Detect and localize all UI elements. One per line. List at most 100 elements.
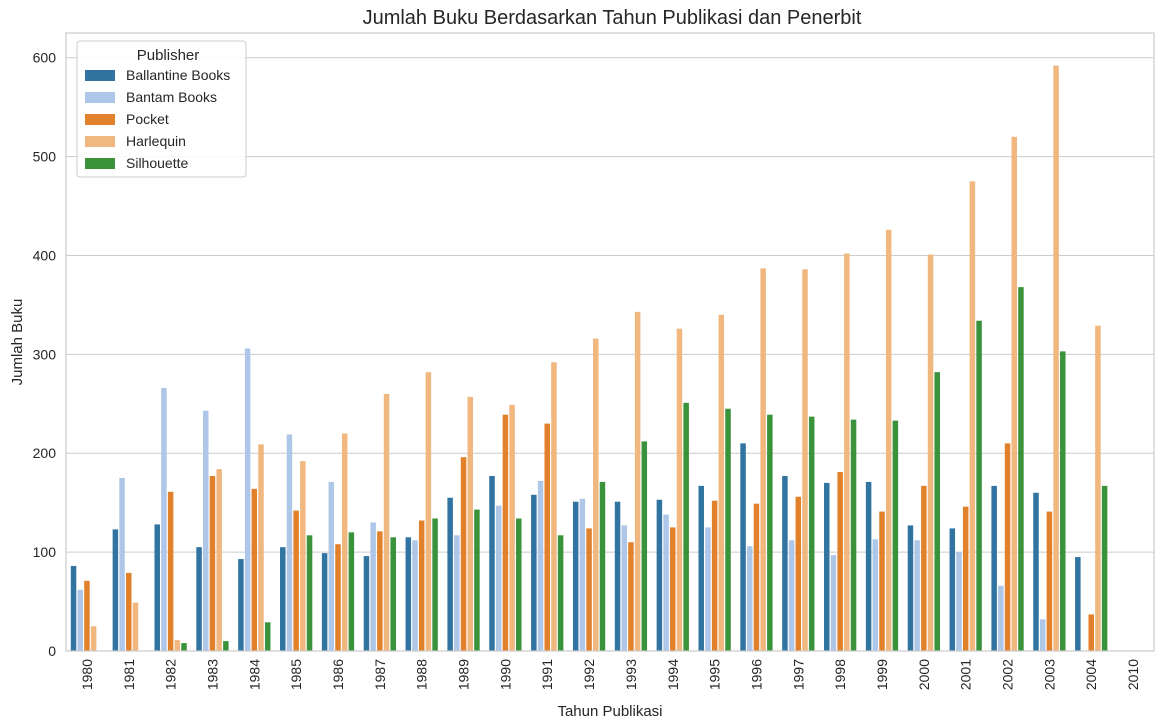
- bar: [1101, 485, 1108, 651]
- legend-label: Bantam Books: [126, 89, 217, 105]
- y-tick-labels: 0 100 200 300 400 500 600: [33, 50, 57, 659]
- bar: [454, 535, 460, 651]
- x-tick-label: 1980: [79, 659, 95, 690]
- bar: [286, 434, 293, 651]
- bar: [203, 410, 209, 651]
- legend-title: Publisher: [137, 47, 200, 64]
- bar: [808, 416, 815, 651]
- bar: [502, 414, 509, 651]
- x-tick-label: 1981: [121, 659, 137, 690]
- bar: [390, 537, 396, 651]
- x-tick-label: 1988: [414, 659, 430, 690]
- bar: [885, 229, 892, 652]
- bar: [167, 491, 174, 651]
- bar: [850, 419, 857, 651]
- bar: [223, 641, 229, 651]
- x-tick-label: 1987: [372, 659, 388, 690]
- bar: [154, 524, 160, 651]
- bar: [335, 544, 341, 651]
- bar: [418, 520, 425, 651]
- bar: [489, 475, 495, 651]
- bar: [1088, 614, 1094, 651]
- bar: [1039, 619, 1046, 651]
- legend-item: Silhouette: [85, 155, 188, 171]
- bar: [363, 556, 370, 651]
- y-tick-label: 100: [33, 544, 57, 560]
- bar: [705, 527, 711, 651]
- bar: [70, 565, 77, 651]
- legend-frame: [76, 40, 247, 178]
- bar: [711, 500, 718, 651]
- x-tick-labels: 1980 1981 1982 1983 1984 1985 1986 1987 1988 1989…: [79, 659, 1141, 690]
- bar: [447, 497, 453, 651]
- bar: [824, 482, 830, 651]
- series-group: [84, 414, 1094, 651]
- y-tick-label: 0: [48, 643, 56, 659]
- bar: [656, 499, 663, 651]
- legend-swatch: [85, 158, 115, 169]
- bar: [747, 546, 753, 651]
- bar: [258, 444, 264, 651]
- bar: [976, 320, 982, 651]
- bar: [760, 268, 766, 651]
- x-tick-label: 2001: [958, 659, 974, 690]
- bar: [782, 475, 788, 651]
- bar: [949, 528, 956, 651]
- x-tick-label: 1984: [246, 659, 262, 690]
- bar: [425, 372, 432, 651]
- bar: [509, 404, 515, 651]
- bar: [112, 529, 119, 651]
- bar: [537, 480, 544, 651]
- bar: [1075, 557, 1081, 651]
- legend-swatch: [85, 136, 115, 147]
- bar: [126, 572, 132, 651]
- bar: [1011, 136, 1017, 652]
- bar: [628, 542, 634, 651]
- bar: [907, 525, 914, 651]
- bar: [196, 547, 202, 651]
- legend-items: Ballantine Books Bantam Books Pocket Harleq…: [85, 67, 230, 171]
- legend: Publisher Ballantine Books Bantam Books Po…: [76, 40, 247, 178]
- bar: [844, 253, 850, 652]
- bar: [1060, 351, 1066, 651]
- plot-frame: [65, 32, 1155, 652]
- x-tick-label: 1999: [874, 659, 890, 690]
- bar: [641, 441, 648, 651]
- bar: [341, 433, 348, 651]
- bar: [405, 537, 412, 651]
- x-tick-label: 1994: [665, 659, 681, 690]
- bar: [670, 527, 676, 651]
- bar: [544, 423, 550, 651]
- x-tick-label: 1989: [456, 659, 472, 690]
- bar: [753, 503, 760, 651]
- bar: [683, 402, 689, 651]
- bar: [161, 387, 167, 651]
- bar: [77, 589, 83, 651]
- legend-item: Bantam Books: [85, 89, 217, 105]
- bar: [740, 443, 746, 651]
- bar: [676, 328, 683, 651]
- x-tick-label: 1993: [623, 659, 639, 690]
- bars-layer: [70, 65, 1108, 652]
- bar: [914, 540, 920, 651]
- legend-item: Harlequin: [85, 133, 186, 149]
- y-tick-label: 500: [33, 149, 57, 165]
- bar: [767, 414, 773, 651]
- bar: [383, 393, 390, 651]
- bar: [238, 559, 244, 651]
- bar: [377, 531, 383, 651]
- legend-label: Pocket: [126, 111, 169, 127]
- bar: [1053, 65, 1059, 652]
- x-tick-label: 1985: [288, 659, 304, 690]
- bar: [795, 496, 802, 651]
- bar: [516, 518, 522, 651]
- bar: [962, 506, 969, 651]
- bar: [209, 475, 216, 651]
- legend-swatch: [85, 114, 115, 125]
- bar: [251, 488, 258, 651]
- bar: [1004, 443, 1011, 651]
- x-tick-label: 1992: [581, 659, 597, 690]
- bar: [370, 522, 376, 651]
